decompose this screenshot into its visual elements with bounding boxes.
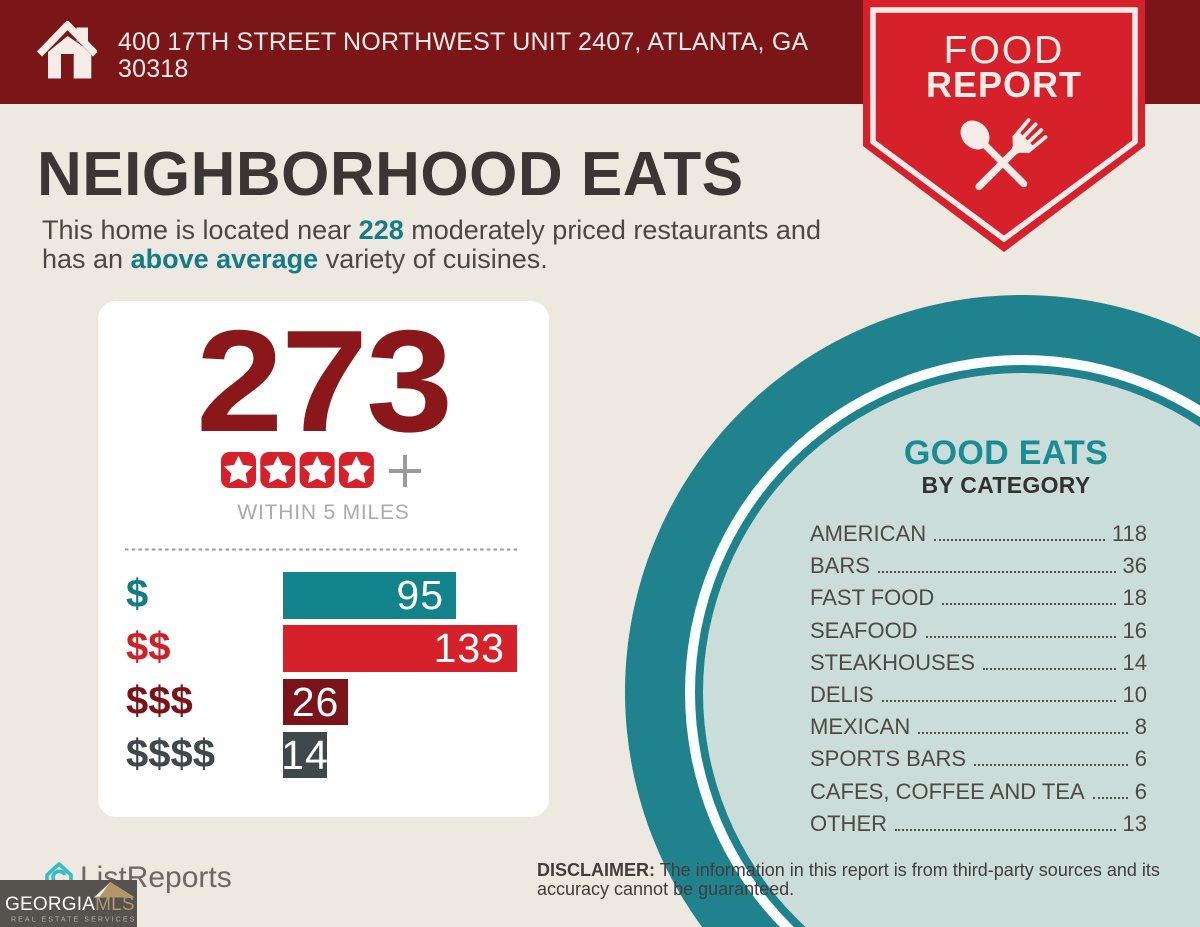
svg-text:REAL ESTATE SERVICES: REAL ESTATE SERVICES: [11, 917, 136, 924]
svg-text:GEORGIAMLS: GEORGIAMLS: [5, 894, 135, 915]
svg-text:FOOD: FOOD: [944, 29, 1065, 72]
svg-text:REPORT: REPORT: [926, 64, 1082, 105]
